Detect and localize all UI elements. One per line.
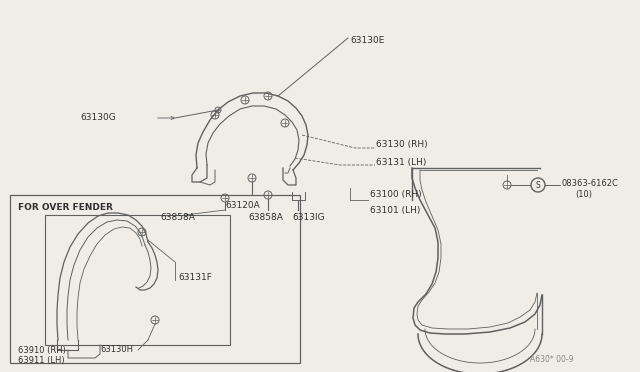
Text: 63130G: 63130G: [80, 113, 116, 122]
Text: 63130E: 63130E: [350, 36, 385, 45]
Text: 63131 (LH): 63131 (LH): [376, 158, 426, 167]
Text: A630* 00-9: A630* 00-9: [530, 356, 573, 365]
Text: S: S: [536, 182, 540, 190]
Text: (10): (10): [575, 190, 592, 199]
Text: 63911 (LH): 63911 (LH): [18, 356, 65, 366]
Bar: [10, 195, 300, 363]
Text: 63858A: 63858A: [248, 214, 283, 222]
Text: 63130 (RH): 63130 (RH): [376, 141, 428, 150]
Text: 63100 (RH): 63100 (RH): [370, 190, 422, 199]
Text: FOR OVER FENDER: FOR OVER FENDER: [18, 202, 113, 212]
Text: 63120A: 63120A: [225, 201, 260, 209]
Text: 63131F: 63131F: [178, 273, 212, 282]
Bar: [45, 215, 230, 345]
Text: 63858A: 63858A: [160, 214, 195, 222]
Text: 63130H: 63130H: [100, 346, 133, 355]
Text: 6313lG: 6313lG: [292, 214, 324, 222]
Text: 63910 (RH): 63910 (RH): [18, 346, 66, 355]
Text: 63101 (LH): 63101 (LH): [370, 205, 420, 215]
Text: 08363-6162C: 08363-6162C: [562, 180, 619, 189]
